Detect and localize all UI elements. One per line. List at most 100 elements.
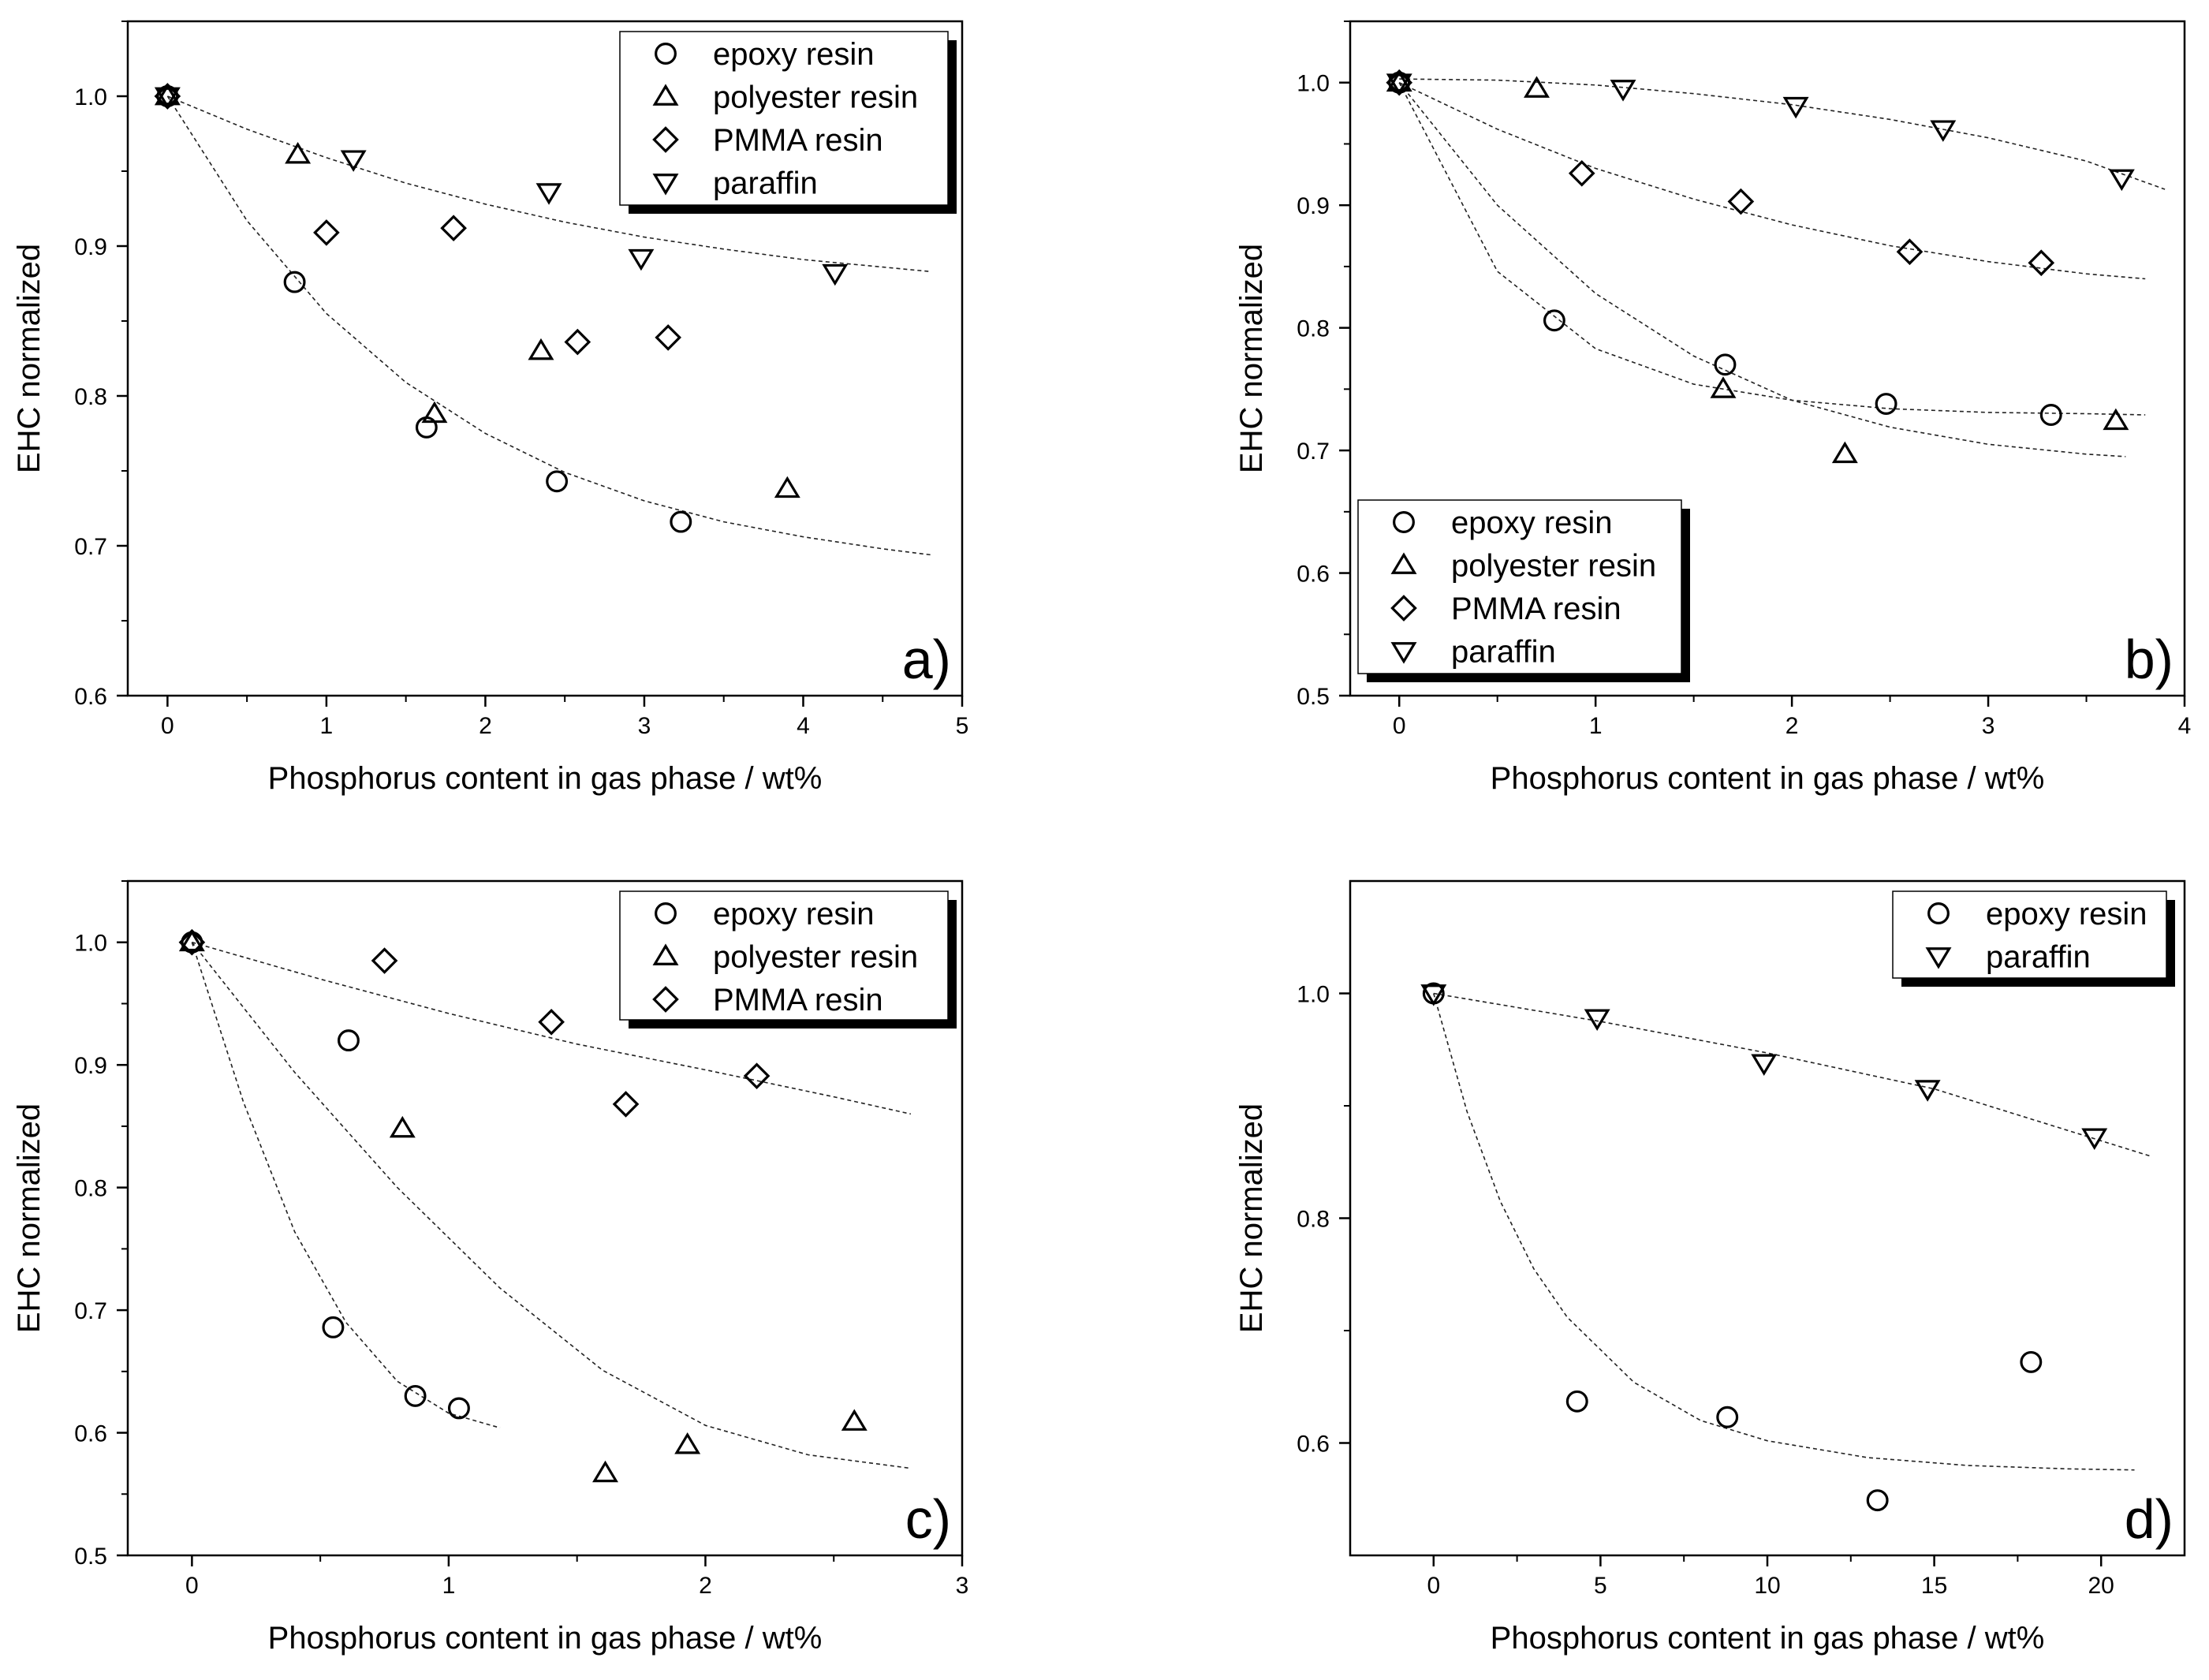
y-tick-label: 0.9 bbox=[1297, 193, 1330, 219]
data-point-pmma-resin bbox=[1568, 159, 1595, 187]
legend-shadow bbox=[629, 1020, 957, 1029]
legend-marker bbox=[655, 902, 677, 924]
x-axis-label: Phosphorus content in gas phase / wt% bbox=[268, 761, 823, 796]
y-tick-label: 0.7 bbox=[1297, 439, 1330, 465]
x-tick-label: 3 bbox=[1982, 713, 1995, 739]
fit-curve bbox=[1398, 82, 2146, 416]
x-tick-label: 4 bbox=[797, 713, 810, 739]
fit-curve bbox=[1399, 78, 2166, 190]
fit-curve bbox=[166, 95, 931, 556]
legend-entry: epoxy resin bbox=[1451, 506, 1613, 540]
x-tick-label: 2 bbox=[699, 1573, 712, 1599]
y-axis-label: EHC normalized bbox=[1234, 1103, 1269, 1333]
legend-shadow bbox=[2166, 900, 2175, 987]
y-tick-label: 0.6 bbox=[74, 1421, 107, 1447]
data-point-epoxy-resin bbox=[1543, 309, 1565, 332]
y-axis-label: EHC normalized bbox=[1234, 244, 1269, 473]
x-tick-label: 15 bbox=[1921, 1573, 1947, 1599]
data-point-epoxy-resin bbox=[670, 510, 692, 533]
x-tick-label: 1 bbox=[442, 1573, 456, 1599]
data-point-paraffin bbox=[1751, 1054, 1778, 1076]
data-point-pmma-resin bbox=[655, 324, 682, 351]
legend-marker bbox=[652, 126, 679, 153]
y-tick-label: 0.6 bbox=[1297, 1432, 1330, 1458]
x-tick-label: 3 bbox=[638, 713, 651, 739]
y-tick-label: 0.7 bbox=[74, 534, 107, 560]
data-point-paraffin bbox=[1782, 96, 1809, 119]
legend-shadow bbox=[948, 40, 957, 214]
panel-label: c) bbox=[905, 1488, 951, 1550]
data-point-pmma-resin bbox=[564, 328, 591, 356]
data-point-pmma-resin bbox=[178, 928, 206, 956]
data-point-paraffin bbox=[535, 183, 562, 205]
panel-c: 0 1 2 3 0.5 0.6 0.7 0.8 0.9 1.0 Phosphorus content… bbox=[12, 879, 968, 1656]
legend-entry: paraffin bbox=[1986, 940, 2091, 975]
data-point-paraffin bbox=[2081, 1128, 2108, 1151]
legend-shadow bbox=[1367, 674, 1690, 682]
data-point-polyester-resin bbox=[389, 1115, 416, 1138]
x-tick-label: 0 bbox=[185, 1573, 199, 1599]
plot-frame bbox=[126, 20, 964, 697]
data-point-polyester-resin bbox=[841, 1409, 868, 1431]
x-tick-label: 5 bbox=[956, 713, 969, 739]
y-tick-label: 0.8 bbox=[74, 384, 107, 410]
legend-marker bbox=[655, 43, 677, 65]
legend-shadow bbox=[1681, 509, 1690, 682]
legend-entry: polyester resin bbox=[713, 80, 918, 115]
fit-curve bbox=[191, 942, 501, 1429]
panel-label: d) bbox=[2125, 1488, 2174, 1550]
legend-shadow bbox=[629, 205, 957, 214]
fit-curve bbox=[1433, 992, 2151, 1157]
data-point-pmma-resin bbox=[538, 1008, 565, 1036]
x-axis-label: Phosphorus content in gas phase / wt% bbox=[268, 1621, 823, 1656]
data-point-paraffin bbox=[1914, 1080, 1941, 1102]
y-tick-label: 0.6 bbox=[1297, 562, 1330, 588]
x-tick-label: 0 bbox=[1427, 1573, 1440, 1599]
legend-shadow bbox=[948, 900, 957, 1029]
data-point-epoxy-resin bbox=[1875, 393, 1897, 415]
data-point-epoxy-resin bbox=[283, 271, 306, 293]
legend-entry: PMMA resin bbox=[713, 983, 883, 1017]
data-point-pmma-resin bbox=[1896, 238, 1924, 266]
y-tick-label: 0.5 bbox=[1297, 684, 1330, 710]
data-point-epoxy-resin bbox=[338, 1029, 360, 1052]
y-tick-label: 0.8 bbox=[1297, 316, 1330, 342]
fit-curve bbox=[1398, 81, 2146, 280]
x-tick-label: 4 bbox=[2178, 713, 2192, 739]
legend-marker bbox=[1927, 902, 1950, 924]
y-tick-label: 1.0 bbox=[1297, 71, 1330, 97]
x-tick-label: 0 bbox=[1393, 713, 1406, 739]
panel-label: b) bbox=[2125, 629, 2174, 690]
legend-marker bbox=[1390, 642, 1417, 664]
legend-box bbox=[1892, 890, 2167, 979]
panel-d: 0 5 10 15 20 0.6 0.8 1.0 Phosphorus content in g… bbox=[1234, 879, 2186, 1656]
legend-entry: polyester resin bbox=[1451, 549, 1656, 584]
data-point-paraffin bbox=[340, 150, 367, 172]
data-point-polyester-resin bbox=[674, 1432, 701, 1454]
legend-marker bbox=[1390, 595, 1417, 622]
y-axis-label: EHC normalized bbox=[12, 244, 47, 473]
data-point-epoxy-resin bbox=[2039, 404, 2062, 426]
legend-entry: paraffin bbox=[713, 166, 818, 201]
panel-b: 0 1 2 3 4 0.5 0.6 0.7 0.8 0.9 1.0 Phosphorus conten… bbox=[1234, 20, 2192, 796]
y-tick-label: 0.8 bbox=[74, 1176, 107, 1202]
panel-label: a) bbox=[902, 629, 951, 690]
y-tick-label: 0.6 bbox=[74, 684, 107, 710]
data-point-pmma-resin bbox=[371, 947, 398, 974]
data-point-polyester-resin bbox=[2103, 408, 2129, 431]
x-tick-label: 20 bbox=[2088, 1573, 2114, 1599]
y-tick-label: 0.8 bbox=[1297, 1207, 1330, 1233]
legend-marker bbox=[1925, 947, 1952, 969]
x-tick-label: 10 bbox=[1754, 1573, 1780, 1599]
data-point-epoxy-resin bbox=[1716, 1406, 1739, 1428]
y-tick-label: 0.9 bbox=[74, 234, 107, 260]
legend-marker bbox=[652, 84, 679, 106]
data-point-epoxy-resin bbox=[1565, 1390, 1588, 1413]
legend-marker bbox=[652, 174, 679, 196]
plot-frame bbox=[126, 879, 964, 1557]
legend-entry: epoxy resin bbox=[713, 897, 875, 931]
y-tick-label: 0.7 bbox=[74, 1298, 107, 1324]
data-point-polyester-resin bbox=[178, 929, 205, 952]
data-point-paraffin bbox=[2108, 169, 2135, 192]
x-tick-label: 1 bbox=[320, 713, 334, 739]
